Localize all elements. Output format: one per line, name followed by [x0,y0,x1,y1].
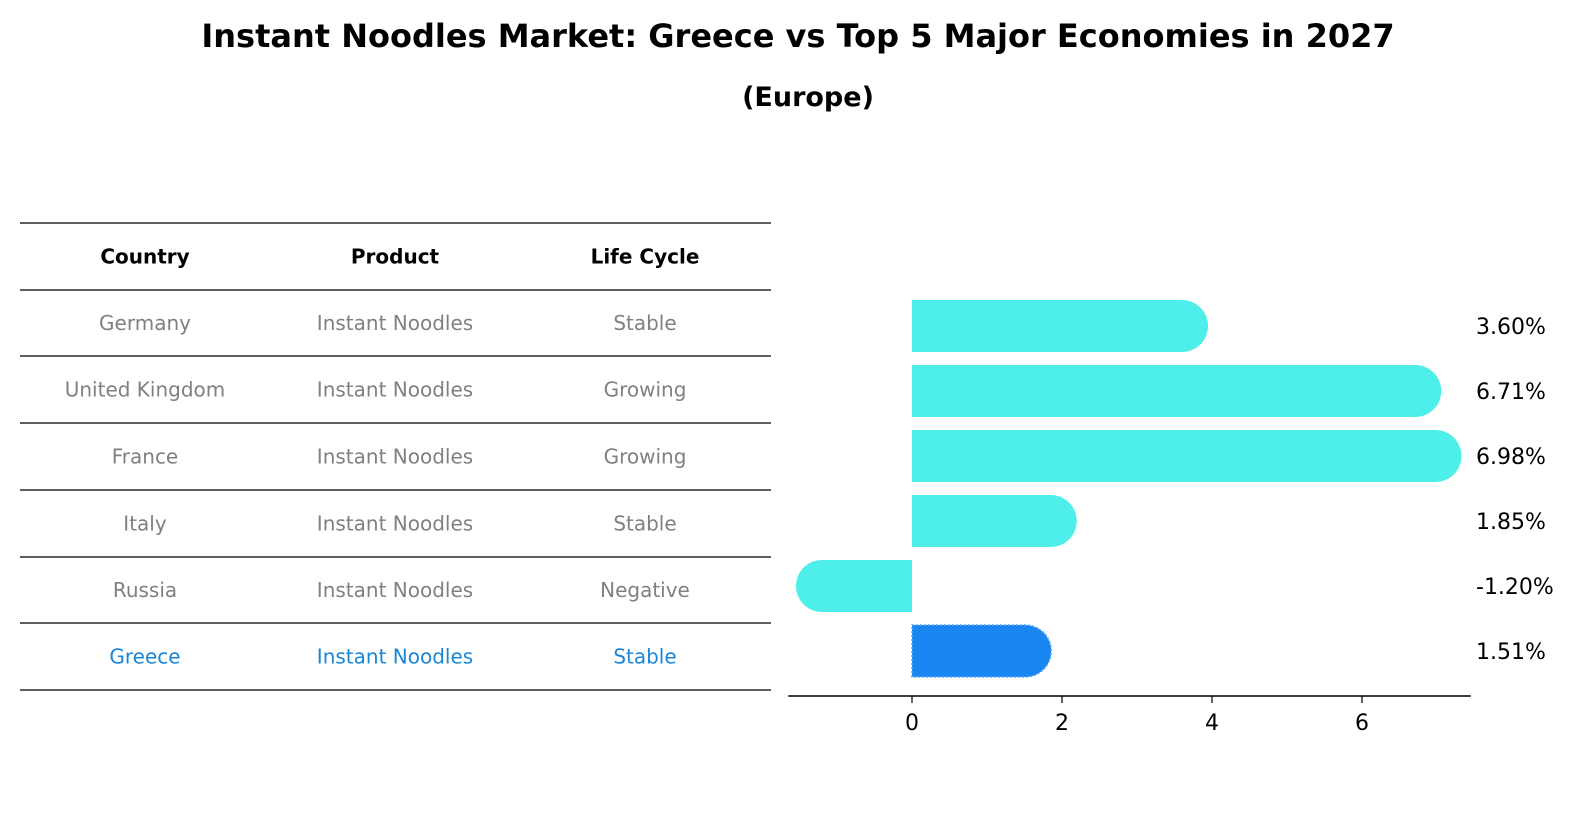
x-tick-label: 6 [1355,711,1369,736]
table-cell-germany-country: Germany [99,311,191,335]
value-label-greece: 1.51% [1476,640,1546,665]
bar-united-kingdom [912,365,1442,417]
value-label-france: 6.98% [1476,445,1546,470]
x-tick-label: 4 [1205,711,1219,736]
table-cell-greece-product: Instant Noodles [317,645,473,669]
bar-russia [796,560,912,612]
bar-germany [912,300,1208,352]
table-cell-greece-country: Greece [109,645,180,669]
table-cell-russia-product: Instant Noodles [317,578,473,602]
table-cell-united-kingdom-life-cycle: Growing [604,378,687,402]
table-header-product: Product [351,245,440,269]
bar-greece [911,624,1052,678]
table-cell-italy-country: Italy [123,512,167,536]
bar-italy [912,495,1077,547]
table-header-country: Country [100,245,189,269]
bar-france [912,430,1462,482]
table-cell-russia-country: Russia [113,578,177,602]
table-cell-germany-product: Instant Noodles [317,311,473,335]
table-cell-france-life-cycle: Growing [604,445,687,469]
data-table: Country Product Life Cycle Germany Instan… [20,222,771,691]
table-cell-germany-life-cycle: Stable [613,311,676,335]
table-cell-france-country: France [112,445,179,469]
value-label-germany: 3.60% [1476,315,1546,340]
table-cell-russia-life-cycle: Negative [600,578,690,602]
table-cell-united-kingdom-product: Instant Noodles [317,378,473,402]
table-cell-france-product: Instant Noodles [317,445,473,469]
chart-subtitle: (Europe) [742,82,874,113]
table-cell-greece-life-cycle: Stable [613,645,676,669]
value-label-united-kingdom: 6.71% [1476,380,1546,405]
x-tick-label: 2 [1055,711,1069,736]
chart-title: Instant Noodles Market: Greece vs Top 5 … [201,17,1395,55]
value-label-italy: 1.85% [1476,510,1546,535]
table-cell-italy-product: Instant Noodles [317,512,473,536]
x-axis: 0 2 4 6 [788,695,1471,736]
table-cell-united-kingdom-country: United Kingdom [65,378,226,402]
x-tick-label: 0 [905,711,919,736]
table-header-life-cycle: Life Cycle [591,245,700,269]
value-label-russia: -1.20% [1476,575,1554,600]
table-cell-italy-life-cycle: Stable [613,512,676,536]
value-labels: 3.60% 6.71% 6.98% 1.85% -1.20% 1.51% [1476,315,1554,665]
bar-series [796,300,1462,678]
